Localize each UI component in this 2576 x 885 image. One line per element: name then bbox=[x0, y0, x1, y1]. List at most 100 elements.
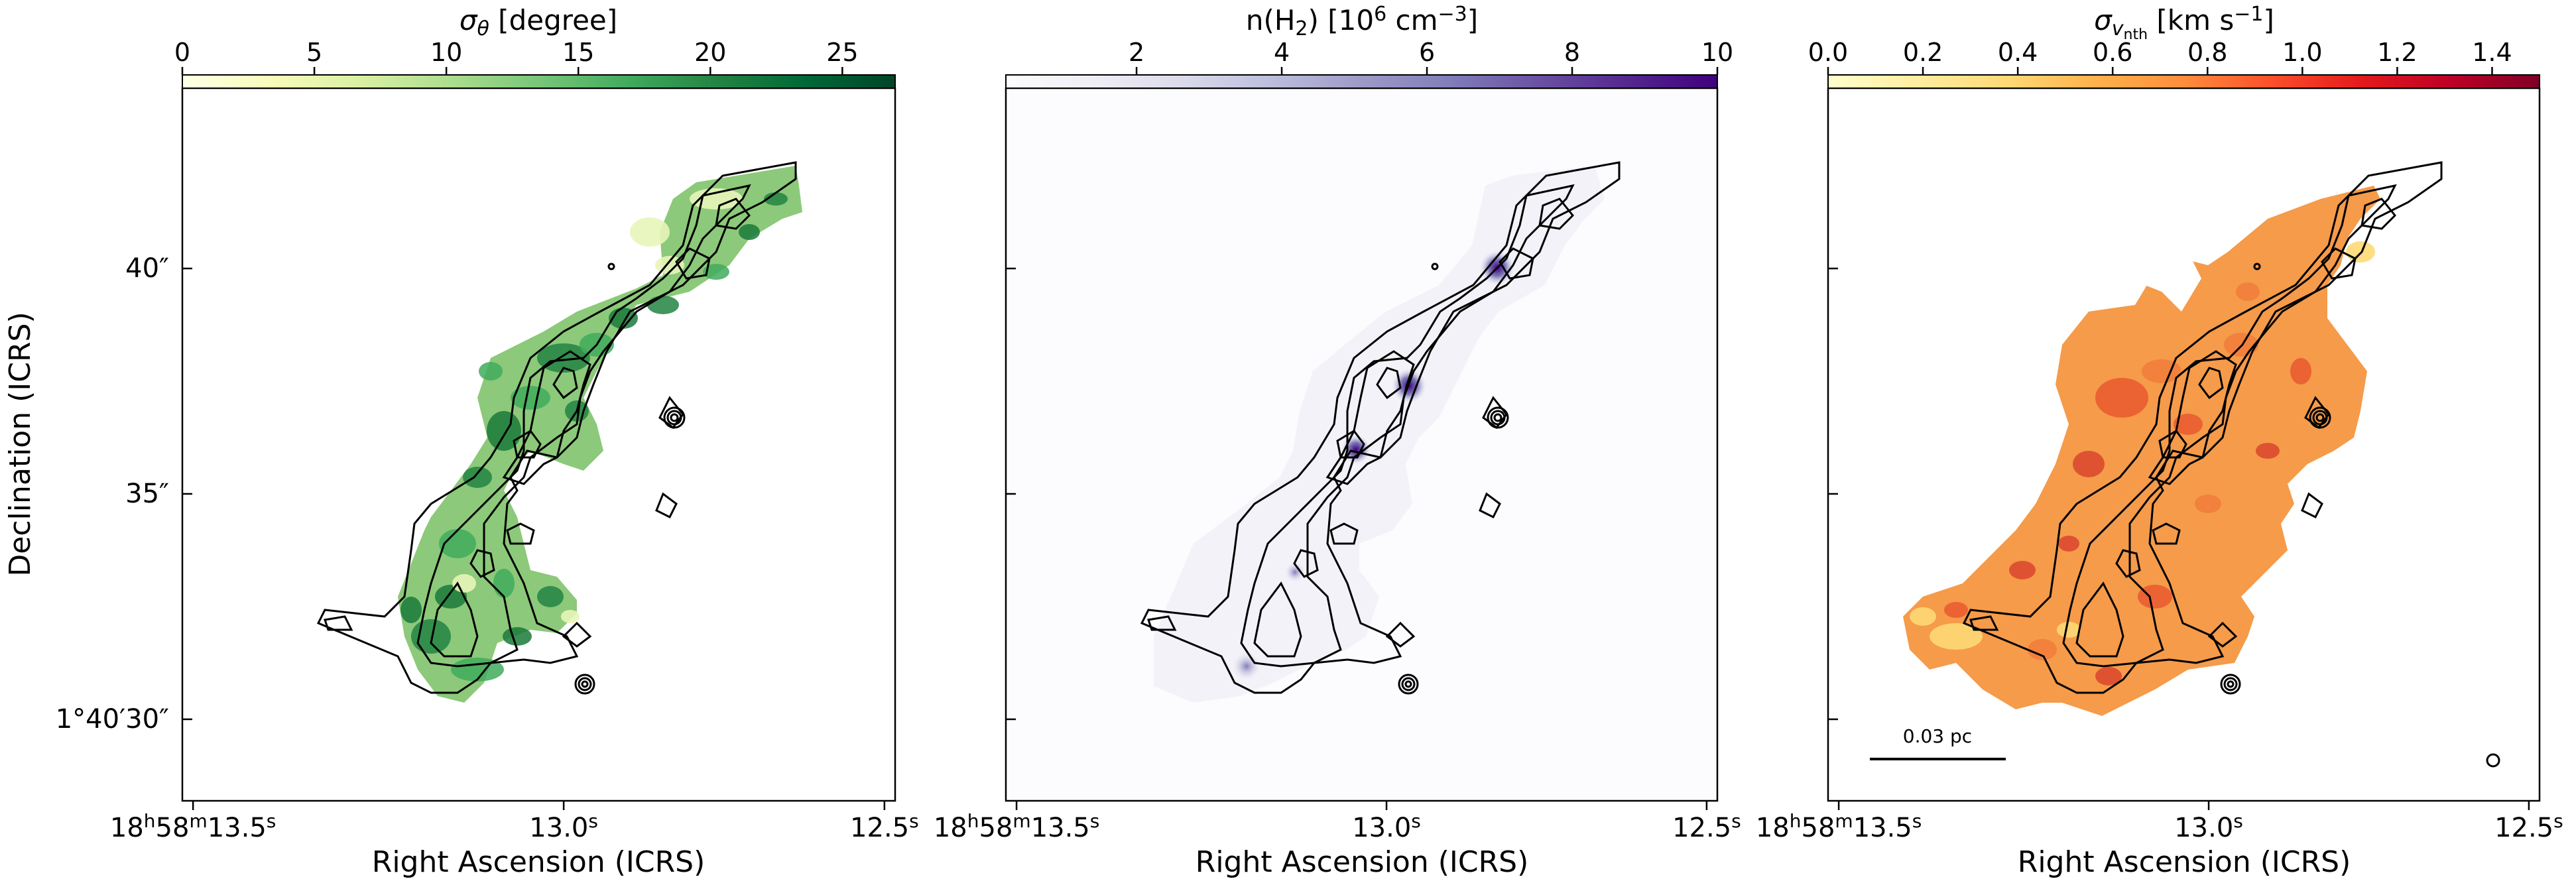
sigma-theta-patch bbox=[537, 343, 590, 373]
contour-line bbox=[1140, 161, 1621, 694]
panel-right bbox=[1903, 186, 2380, 716]
contour-ring bbox=[2309, 406, 2331, 429]
contour-line bbox=[2158, 430, 2187, 459]
contour-line bbox=[502, 350, 591, 485]
sigma-theta-patch bbox=[411, 619, 451, 654]
sigma-theta-patch bbox=[764, 192, 788, 206]
sigma-theta-light-patch bbox=[630, 217, 670, 247]
sigma-theta-light-patch bbox=[561, 610, 580, 623]
sigma-theta-patch bbox=[739, 224, 760, 240]
contour-line bbox=[655, 492, 678, 519]
contour-line bbox=[469, 549, 495, 578]
contour-ring bbox=[1401, 677, 1416, 691]
colorbar-tick-label: 8 bbox=[1564, 38, 1580, 67]
sigma-vnth-patch bbox=[1944, 602, 1968, 618]
x-tick-label: 13.0s bbox=[2174, 810, 2243, 843]
contour-line bbox=[562, 621, 592, 648]
sigma-vnth-patch bbox=[2174, 414, 2203, 435]
colorbar-tick-label: 1.2 bbox=[2377, 38, 2417, 67]
colorbar-right: 0.0 0.2 0.4 0.6 0.8 1.0 1.2 1.4 σvnth [km s−1] bbox=[1808, 3, 2540, 89]
contour-ring bbox=[2312, 410, 2328, 426]
contour-line bbox=[2115, 549, 2141, 578]
contour-line bbox=[675, 247, 711, 280]
density-peak bbox=[1232, 652, 1261, 681]
sigma-vnth-patch bbox=[2290, 358, 2311, 384]
colorbar-middle-label: n(H2) [106 cm−3] bbox=[1246, 3, 1478, 40]
contour-line bbox=[324, 615, 353, 631]
scale-bar: 0.03 pc bbox=[1870, 725, 2006, 760]
colorbar-tick-label: 1.0 bbox=[2282, 38, 2322, 67]
colorbar-tick-label: 0.0 bbox=[1808, 38, 1848, 67]
x-axis-label-left: Right Ascension (ICRS) bbox=[372, 845, 705, 879]
contour-ring bbox=[1398, 674, 1419, 695]
contour-line bbox=[1240, 184, 1575, 668]
beam-ellipse bbox=[2486, 753, 2500, 768]
x-axis-label-middle: Right Ascension (ICRS) bbox=[1196, 845, 1529, 879]
contour-ring bbox=[2253, 263, 2261, 270]
colorbar-left: 0 5 10 15 20 25 σθ [degree] bbox=[174, 4, 896, 89]
sigma-theta-patch bbox=[703, 264, 729, 280]
sigma-theta-patch bbox=[400, 597, 422, 623]
sigma-theta-light-patch bbox=[690, 188, 743, 209]
contour-ring bbox=[1490, 410, 1506, 426]
contour-line bbox=[430, 581, 479, 658]
contour-line bbox=[715, 198, 751, 230]
sigma-theta-patch bbox=[537, 586, 564, 607]
sigma-theta-patch bbox=[479, 362, 503, 381]
x-tick-label: 12.5s bbox=[2494, 810, 2563, 843]
panel-left bbox=[398, 166, 802, 703]
x-axis-left: Right Ascension (ICRS) 18h58m13.5s 13.0s 1… bbox=[110, 801, 919, 879]
colorbar-left-label: σθ [degree] bbox=[460, 4, 617, 40]
sigma-theta-patch bbox=[493, 569, 515, 598]
sigma-theta-patch bbox=[511, 386, 550, 410]
contour-line bbox=[316, 161, 797, 694]
contour-line bbox=[1538, 198, 1575, 230]
sigma-vnth-patch bbox=[2095, 667, 2122, 685]
contour-line bbox=[1499, 247, 1534, 280]
x-tick-label: 18h58m13.5s bbox=[1756, 810, 1922, 843]
contour-line bbox=[1962, 161, 2443, 694]
y-ticks-middle bbox=[1006, 267, 1016, 721]
contour-line bbox=[2148, 350, 2237, 485]
colorbar-middle-bar bbox=[1005, 74, 1718, 89]
x-axis-right: Right Ascension (ICRS) 18h58m13.5s 13.0s 1… bbox=[1756, 801, 2563, 879]
sigma-vnth-patch bbox=[2058, 536, 2079, 552]
contour-line bbox=[416, 184, 751, 668]
sigma-vnth-patch bbox=[2009, 561, 2036, 579]
sigma-vnth-light-patch bbox=[1910, 607, 1936, 626]
contour-ring bbox=[578, 677, 592, 691]
density-peak bbox=[1284, 561, 1306, 583]
density-map-region bbox=[1154, 166, 1605, 703]
colorbar-middle-ticks: 2 4 6 8 10 bbox=[1129, 38, 1733, 75]
x-tick-label: 13.0s bbox=[1352, 810, 1421, 843]
contour-line bbox=[1253, 581, 1302, 658]
contour-ring bbox=[574, 674, 595, 695]
contour-ring bbox=[663, 406, 686, 429]
sigma-vnth-patch bbox=[2073, 451, 2105, 477]
colorbar-right-ticks: 0.0 0.2 0.4 0.6 0.8 1.0 1.2 1.4 bbox=[1808, 38, 2512, 75]
contour-line bbox=[2361, 198, 2397, 230]
contour-line bbox=[1479, 492, 1501, 519]
contour-ring bbox=[670, 413, 679, 422]
colorbar-left-ticks: 0 5 10 15 20 25 bbox=[174, 38, 859, 75]
contour-line bbox=[1329, 522, 1359, 545]
contour-line bbox=[2075, 581, 2124, 658]
colorbar-middle: 2 4 6 8 10 n(H2) [106 cm−3] bbox=[1005, 3, 1733, 89]
y-tick-label-40: 40″ bbox=[125, 253, 169, 284]
x-axis-middle: Right Ascension (ICRS) 18h58m13.5s 13.0s 1… bbox=[934, 801, 1741, 879]
contour-line bbox=[1385, 621, 1416, 648]
x-tick-label: 18h58m13.5s bbox=[934, 810, 1100, 843]
colorbar-tick-label: 2 bbox=[1129, 38, 1144, 67]
sigma-theta-light-patch bbox=[452, 574, 476, 593]
colorbar-tick-label: 0.4 bbox=[1998, 38, 2038, 67]
contour-ring bbox=[2223, 677, 2238, 691]
colorbar-tick-label: 0.8 bbox=[2187, 38, 2227, 67]
contour-line bbox=[2152, 522, 2181, 545]
colorbar-tick-label: 25 bbox=[826, 38, 858, 67]
y-tick-label-30: 1°40′30″ bbox=[56, 704, 169, 735]
y-ticks-right bbox=[1828, 267, 1838, 721]
contour-ring bbox=[1493, 413, 1503, 422]
sigma-theta-patch bbox=[463, 467, 492, 488]
contour-ring bbox=[2315, 413, 2325, 422]
sigma-vnth-patch bbox=[2095, 378, 2148, 418]
